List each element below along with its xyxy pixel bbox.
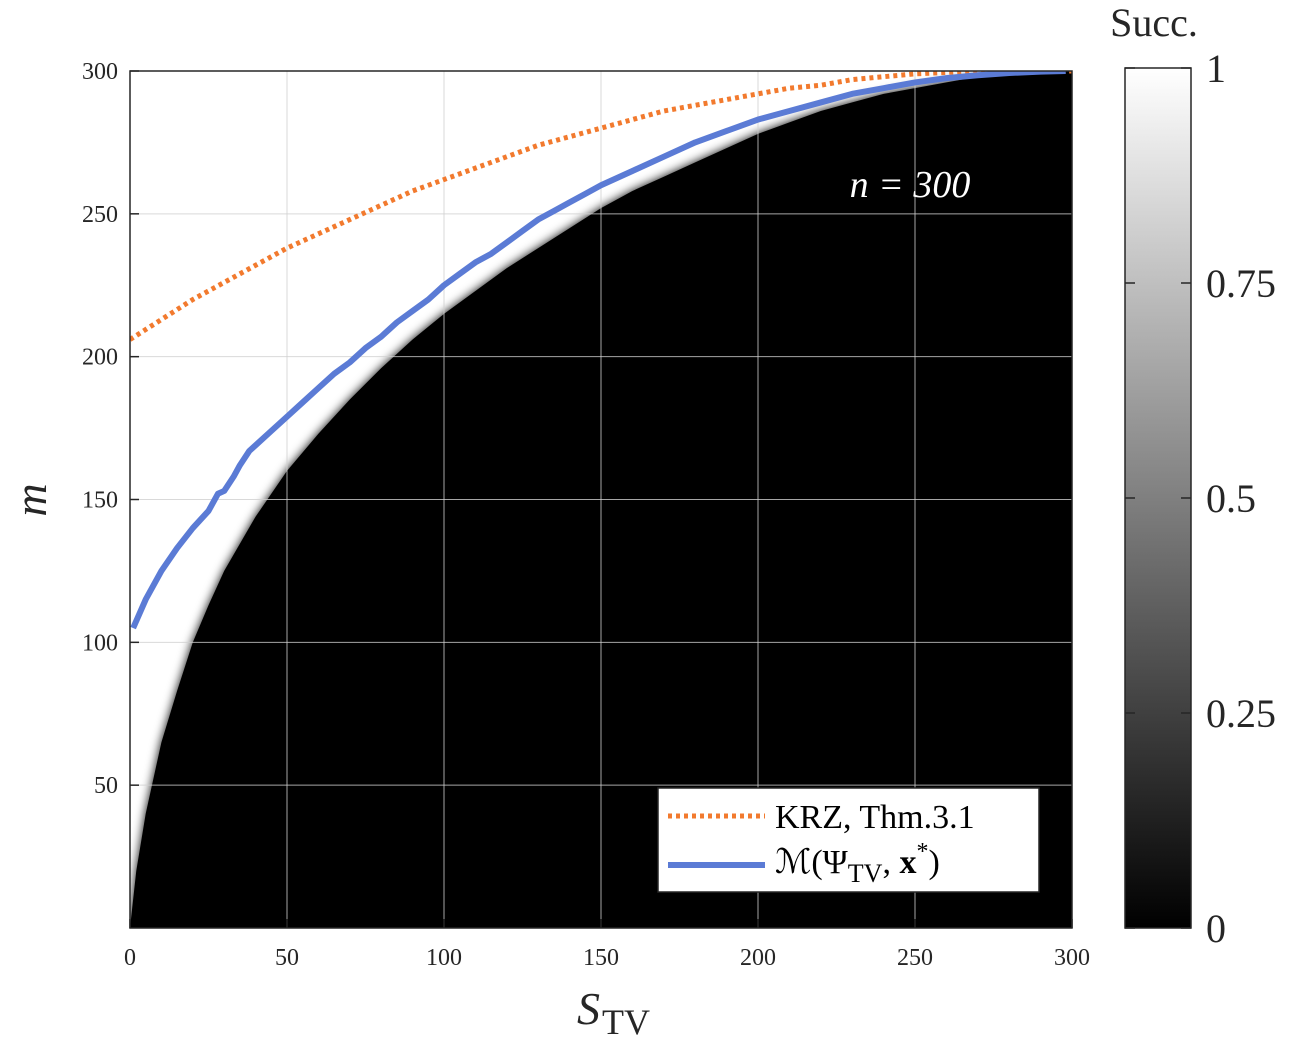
legend: KRZ, Thm.3.1 ℳ(ΨTV, x*) [657, 787, 1040, 893]
plot-area: 0 50 100 150 200 250 300 50 100 150 200 250 300 [82, 59, 1090, 971]
x-tick-label: 0 [124, 945, 136, 971]
y-tick-label: 250 [82, 202, 118, 228]
x-tick-label: 150 [583, 945, 619, 971]
colorbar-title: Succ. [1110, 0, 1198, 45]
colorbar-tick-label: 1 [1206, 46, 1226, 91]
x-tick-label: 200 [740, 945, 776, 971]
y-axis-title: m [5, 483, 56, 516]
grid-lines [130, 71, 1072, 928]
x-axis-title-main: S [577, 983, 600, 1034]
colorbar-ticks: 0 0.25 0.5 0.75 1 [1125, 46, 1276, 951]
legend-box [657, 787, 1040, 893]
legend-label-krz: KRZ, Thm.3.1 [775, 799, 975, 836]
n-annotation: n = 300 [850, 164, 971, 206]
y-tick-label: 200 [82, 345, 118, 371]
y-tick-label: 300 [82, 59, 118, 85]
x-tick-label: 50 [275, 945, 299, 971]
y-tick-label: 50 [94, 773, 118, 799]
colorbar-gradient [1124, 67, 1192, 929]
series-lines [130, 71, 1072, 630]
colorbar: Succ. 0 0.25 0.5 0.75 1 [1110, 0, 1276, 951]
colorbar-tick-label: 0.5 [1206, 476, 1256, 521]
colorbar-tick-label: 0 [1206, 906, 1226, 951]
x-axis-title-sub: TV [602, 1002, 650, 1039]
x-tick-label: 100 [426, 945, 462, 971]
y-tick-label: 100 [82, 630, 118, 656]
x-tick-label: 300 [1054, 945, 1090, 971]
legend-label-m: ℳ(ΨTV, x*) [775, 839, 940, 888]
x-axis-ticks: 0 50 100 150 200 250 300 [124, 919, 1090, 971]
colorbar-tick-label: 0.75 [1206, 261, 1276, 306]
series-line-1 [130, 71, 1066, 630]
x-axis-title: S TV [577, 983, 650, 1039]
y-axis-ticks: 50 100 150 200 250 300 [82, 59, 139, 799]
x-tick-label: 250 [897, 945, 933, 971]
colorbar-tick-label: 0.25 [1206, 691, 1276, 736]
y-tick-label: 150 [82, 488, 118, 514]
